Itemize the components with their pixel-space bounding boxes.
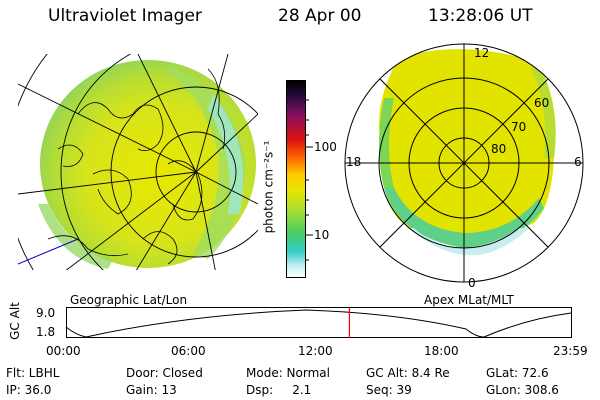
info-gc-alt: GC Alt: 8.4 Re (366, 366, 450, 380)
timeline-ytick-9: 9.0 (36, 306, 56, 320)
colorbar-tick-10: 10 (314, 228, 330, 242)
mlt-label-12: 12 (474, 46, 490, 60)
instrument-title: Ultraviolet Imager (48, 6, 202, 26)
observation-time: 13:28:06 UT (428, 6, 533, 26)
info-seq: Seq: 39 (366, 383, 412, 397)
info-door: Door: Closed (126, 366, 203, 380)
mlt-label-6: 6 (574, 155, 582, 169)
left-panel-caption: Geographic Lat/Lon (70, 293, 188, 307)
info-gain: Gain: 13 (126, 383, 177, 397)
mlat-label-60: 60 (534, 96, 550, 110)
mlt-label-18: 18 (346, 155, 362, 169)
info-glat: GLat: 72.6 (486, 366, 549, 380)
info-dsp: Dsp: 2.1 (246, 383, 312, 397)
timeline-ylabel: GC Alt (7, 302, 22, 340)
info-flt: Flt: LBHL (6, 366, 60, 380)
right-panel-caption: Apex MLat/MLT (424, 293, 514, 307)
info-mode: Mode: Normal (246, 366, 330, 380)
geographic-map (18, 54, 258, 270)
polar-mlat-mlt-plot (344, 43, 584, 283)
timeline-ytick-1.8: 1.8 (36, 325, 56, 339)
timeline-xtick-1800: 18:00 (424, 344, 459, 358)
mlat-label-70: 70 (511, 120, 527, 134)
info-ip: IP: 36.0 (6, 383, 52, 397)
colorbar (286, 80, 306, 278)
timeline-xtick-0600: 06:00 (171, 344, 206, 358)
colorbar-axis-label: photon cm⁻²s⁻¹ (261, 140, 276, 234)
timeline-xtick-2359: 23:59 (553, 344, 588, 358)
info-glon: GLon: 308.6 (486, 383, 559, 397)
timeline-xtick-0000: 00:00 (46, 344, 81, 358)
mlat-label-80: 80 (491, 142, 507, 156)
timeline-xtick-1200: 12:00 (298, 344, 333, 358)
aurora-image-geographic (40, 60, 256, 268)
altitude-curve (65, 309, 572, 338)
mlt-label-0: 0 (468, 276, 476, 290)
observation-date: 28 Apr 00 (278, 6, 362, 26)
altitude-timeline (65, 307, 572, 338)
colorbar-tick-100: 100 (314, 140, 337, 154)
colorbar-ticks (305, 99, 313, 261)
